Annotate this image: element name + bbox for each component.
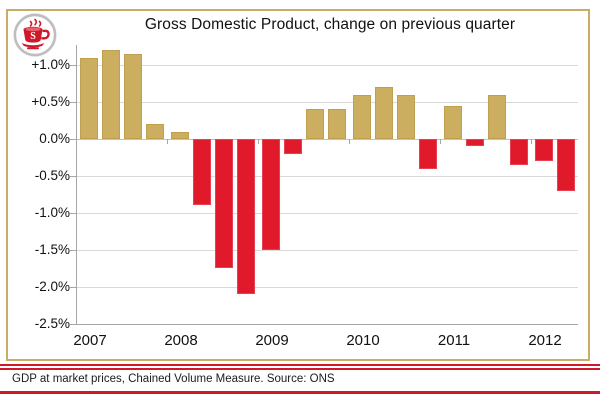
bar-2009-q2 bbox=[283, 139, 302, 154]
y-axis-tick bbox=[70, 175, 76, 177]
coffee-cup-logo-icon: S bbox=[13, 13, 57, 57]
y-axis-tick-label: -1.5% bbox=[34, 241, 70, 257]
gridline-+0.5% bbox=[76, 102, 578, 104]
bar-2008-q2 bbox=[192, 139, 211, 206]
bar-2012-q2 bbox=[556, 139, 575, 191]
gridline--1.5% bbox=[76, 249, 578, 251]
bar-2009-q3 bbox=[305, 109, 324, 139]
y-axis-tick-label: -1.0% bbox=[34, 204, 70, 220]
y-axis-tick bbox=[70, 139, 76, 140]
y-axis-tick bbox=[70, 249, 76, 251]
bar-2012-q1 bbox=[534, 139, 553, 162]
y-axis-tick-label: -2.0% bbox=[34, 278, 70, 294]
bar-2007-q1 bbox=[79, 57, 98, 139]
bar-2011-q4 bbox=[510, 139, 529, 165]
bar-2011-q3 bbox=[487, 94, 506, 139]
bar-2010-q2 bbox=[374, 87, 393, 139]
year-boundary-tick bbox=[531, 139, 532, 144]
x-axis-label-2012: 2012 bbox=[528, 332, 562, 349]
gridline-0.0% bbox=[76, 139, 578, 140]
year-boundary-tick bbox=[258, 139, 259, 144]
y-axis-tick bbox=[70, 65, 76, 67]
bar-2010-q3 bbox=[396, 94, 415, 139]
bar-2007-q3 bbox=[123, 54, 142, 139]
footer-rule-top-1 bbox=[0, 364, 600, 366]
bar-2010-q1 bbox=[352, 94, 371, 139]
bar-2009-q1 bbox=[261, 139, 280, 250]
y-axis-tick bbox=[70, 212, 76, 214]
y-axis-tick bbox=[70, 102, 76, 104]
y-axis-tick-label: 0.0% bbox=[39, 131, 70, 146]
x-axis-line bbox=[76, 323, 578, 325]
chart-title: Gross Domestic Product, change on previo… bbox=[144, 16, 516, 33]
chart-source-note: GDP at market prices, Chained Volume Mea… bbox=[12, 373, 335, 385]
gridline--1.0% bbox=[76, 212, 578, 214]
y-axis-tick-label: +0.5% bbox=[31, 94, 70, 110]
gridline--2.0% bbox=[76, 286, 578, 288]
bar-2008-q3 bbox=[214, 139, 233, 269]
year-boundary-tick bbox=[440, 139, 441, 144]
x-axis-label-2010: 2010 bbox=[346, 332, 380, 349]
y-axis-tick bbox=[70, 286, 76, 288]
bar-2011-q2 bbox=[465, 139, 484, 147]
y-axis-tick-label: -2.5% bbox=[34, 315, 70, 331]
svg-text:S: S bbox=[30, 31, 36, 42]
x-axis-label-2009: 2009 bbox=[255, 332, 289, 349]
footer-rule-bottom bbox=[0, 391, 600, 394]
bar-2008-q1 bbox=[170, 131, 189, 139]
y-axis-line bbox=[76, 45, 77, 324]
bar-2007-q2 bbox=[101, 50, 120, 139]
bar-2007-q4 bbox=[146, 124, 165, 139]
year-boundary-tick bbox=[167, 139, 168, 144]
bar-2011-q1 bbox=[443, 105, 462, 139]
y-axis-tick-label: -0.5% bbox=[34, 167, 70, 183]
x-axis-label-2011: 2011 bbox=[437, 332, 471, 349]
bar-2010-q4 bbox=[419, 139, 438, 169]
y-axis-tick bbox=[70, 323, 76, 325]
gridline-+1.0% bbox=[76, 65, 578, 67]
gridline--0.5% bbox=[76, 175, 578, 177]
footer-rule-top-2 bbox=[0, 367, 600, 370]
x-axis-label-2008: 2008 bbox=[164, 332, 198, 349]
bar-2009-q4 bbox=[328, 109, 347, 139]
bar-2008-q4 bbox=[237, 139, 256, 294]
year-boundary-tick bbox=[349, 139, 350, 144]
x-axis-label-2007: 2007 bbox=[73, 332, 107, 349]
y-axis-tick-label: +1.0% bbox=[31, 57, 70, 73]
